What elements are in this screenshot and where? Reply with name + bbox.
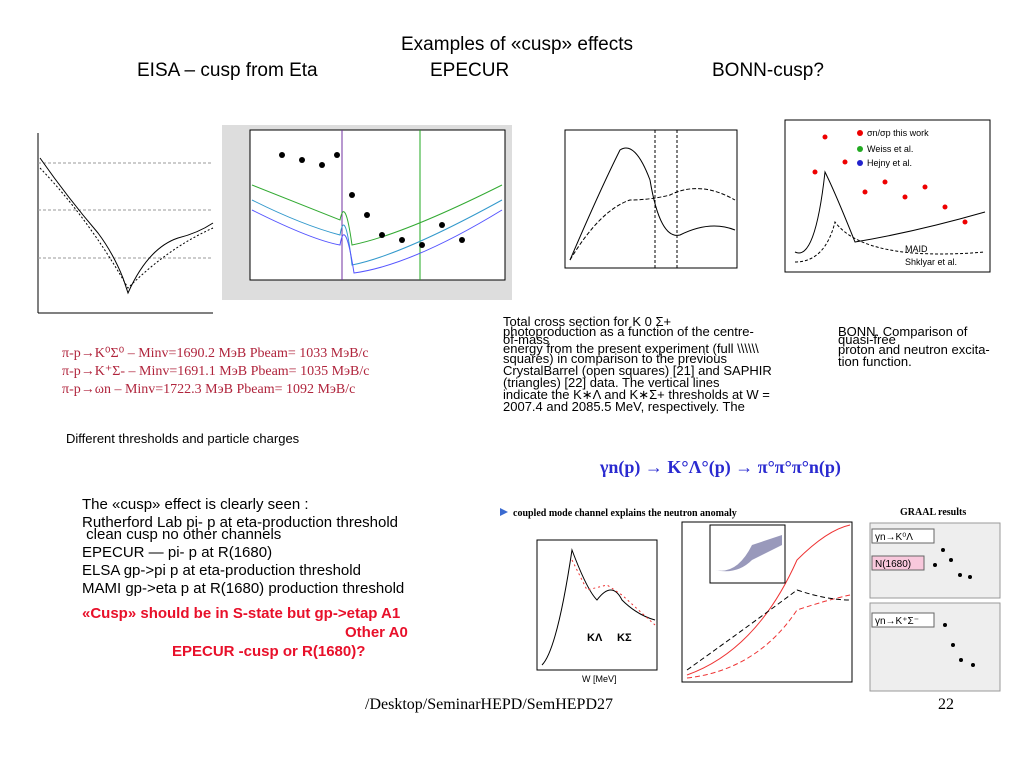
caption-line: proton and neutron excita- — [838, 342, 990, 357]
body-line: The «cusp» effect is clearly seen : — [82, 496, 309, 513]
caption-bonn: BONN. Comparison of quasi-free proton an… — [838, 324, 990, 369]
axis-label: W [MeV] — [582, 674, 617, 684]
body-line: Rutherford Lab pi- p at eta-production t… — [82, 514, 399, 531]
caption-line: (triangles) [22] data. The vertical line… — [503, 375, 720, 390]
caption-epecur: Total cross section for K 0 Σ+ photoprod… — [503, 314, 772, 414]
plot-title: coupled mode channel explains the neutro… — [513, 508, 737, 519]
plot-rutherford — [28, 128, 218, 318]
graal-label: γn→K⁺Σ⁻ — [875, 616, 919, 627]
plot-epecur-cusp — [222, 125, 512, 300]
body-line: ELSA gp->pi p at eta-production threshol… — [82, 562, 361, 579]
note: Different thresholds and particle charge… — [66, 431, 300, 446]
title: Examples of «cusp» effects — [401, 34, 633, 55]
body: The «cusp» effect is clearly seen : Ruth… — [82, 496, 404, 598]
graal-label: γn→K⁰Λ — [875, 532, 913, 543]
reaction: π-p→K⁰Σ⁰ – Minv=1690.2 MэB Pbeam= 1033 M… — [62, 346, 369, 361]
red-line: «Cusp» should be in S-state but gp->etap… — [82, 605, 401, 622]
caption-line: BONN. Comparison of — [838, 324, 968, 339]
formula: γn(p) → K°Λ°(p) → π°π°π°n(p) — [600, 457, 841, 477]
graal-label: N(1680) — [875, 559, 911, 570]
channel-label: KΣ — [617, 632, 632, 644]
caption-line: of-mass — [503, 332, 550, 347]
legend-label: Shklyar et al. — [905, 257, 957, 267]
body-line: MAMI gp->eta p at R(1680) production thr… — [82, 580, 405, 597]
reactions: π-p→K⁰Σ⁰ – Minv=1690.2 MэB Pbeam= 1033 M… — [62, 345, 369, 399]
legend-label: Weiss et al. — [867, 144, 913, 154]
caption-line: Total cross section for K 0 Σ+ — [503, 314, 672, 329]
red-line: EPECUR -cusp or R(1680)? — [172, 643, 366, 660]
legend-label: σn/σp this work — [867, 128, 929, 138]
caption-line: photoproduction as a function of the cen… — [503, 324, 754, 339]
reaction: π-p→K⁺Σ- – Minv=1691.1 MэB Pbeam= 1035 M… — [62, 364, 370, 379]
legend-label: MAID — [905, 244, 928, 254]
body-line: EPECUR — pi- p at R(1680) — [82, 544, 273, 561]
caption-line: indicate the K∗Λ and K∗Σ+ thresholds at … — [503, 387, 770, 402]
plot-bonn: σn/σp this work Weiss et al. Hejny et al… — [784, 119, 991, 273]
subtitle: EISA – cusp from Eta — [137, 60, 318, 81]
footer-path: /Desktop/SeminarHEPD/SemHEPD27 — [365, 696, 613, 713]
channel-label: KΛ — [587, 632, 603, 644]
plot-coupled: coupled mode channel explains the neutro… — [500, 508, 853, 684]
body-line: clean cusp no other channels — [82, 526, 282, 543]
plot-k0sigma — [540, 110, 742, 280]
plot-title: GRAAL results — [900, 507, 966, 518]
subtitle: BONN-cusp? — [712, 60, 824, 81]
caption-line: quasi-free — [838, 332, 896, 347]
page-number: 22 — [938, 696, 954, 713]
caption-line: tion function. — [838, 354, 912, 369]
reaction: π-p→ωn – Minv=1722.3 MэB Pbeam= 1092 MэB… — [62, 382, 356, 397]
caption-line: energy from the present experiment (full… — [503, 341, 759, 356]
caption-line: CrystalBarrel (open squares) [21] and SA… — [503, 363, 772, 378]
plot-graal: GRAAL results γn→K⁰Λ N(1680) γn→K⁺Σ⁻ — [869, 507, 1001, 692]
red-line: Other A0 — [345, 624, 408, 641]
subtitle: EPECUR — [430, 60, 510, 81]
caption-line: squares) in comparison to the previous — [503, 351, 728, 366]
legend-label: Hejny et al. — [867, 158, 912, 168]
caption-line: 2007.4 and 2085.5 MeV, respectively. The — [503, 399, 745, 414]
